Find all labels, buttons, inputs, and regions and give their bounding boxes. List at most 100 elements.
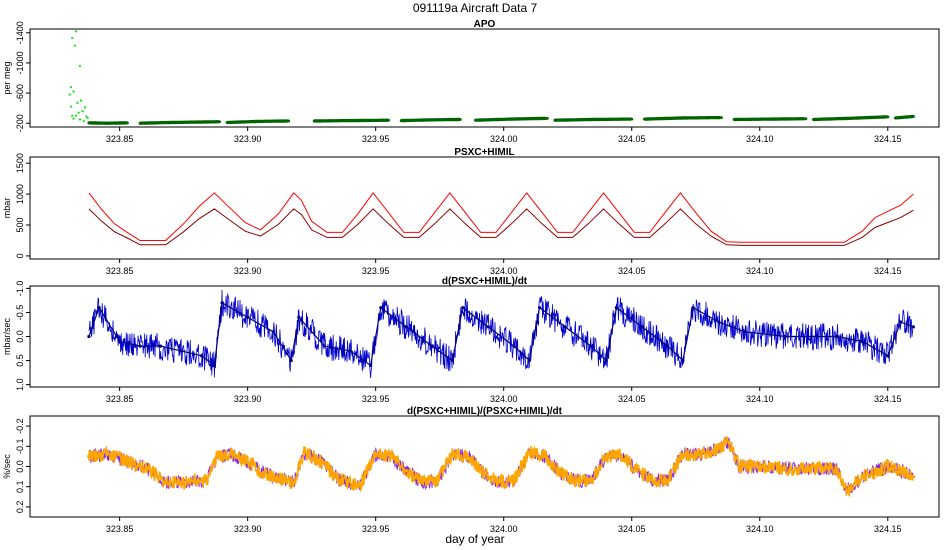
plot-area: [68, 30, 915, 125]
derivative-point: [512, 479, 516, 483]
y-axis-label: mbar: [2, 198, 12, 219]
plot-area: [87, 436, 915, 498]
panel-title: PSXC+HIMIL: [454, 147, 514, 158]
y-axis-label: mbar/sec: [2, 317, 12, 355]
apo-point: [886, 115, 890, 119]
y-tick-label: -200: [15, 114, 25, 132]
apo-segment: [227, 119, 288, 125]
x-tick-label: 323.95: [362, 394, 390, 404]
derivative-point: [886, 464, 890, 469]
x-tick-label: 324.00: [490, 266, 518, 276]
plot-area: [87, 289, 915, 379]
apo-early-point: [69, 105, 73, 108]
apo-point: [258, 119, 262, 123]
derivative-point: [783, 466, 787, 471]
x-tick-label: 323.95: [362, 524, 390, 534]
apo-point: [430, 118, 434, 122]
apo-point: [105, 121, 109, 125]
apo-segment: [401, 117, 460, 123]
derivative-point: [737, 464, 741, 469]
derivative-line-front: [88, 436, 914, 498]
derivative-point: [138, 464, 142, 469]
apo-early-point: [71, 114, 74, 117]
y-tick-label: 1.0: [15, 378, 25, 391]
y-tick-label: -0.2: [15, 418, 25, 434]
x-tick-label: 324.15: [874, 134, 902, 144]
apo-early-point: [69, 85, 73, 89]
derivative-point: [292, 481, 296, 485]
panel-title: d(PSXC+HIMIL)/(PSXC+HIMIL)/dt: [407, 406, 563, 417]
plot-frame: [29, 156, 940, 260]
x-tick-label: 324.00: [490, 134, 518, 144]
derivative-point: [123, 458, 127, 463]
derivative-point: [573, 479, 578, 483]
apo-early-point: [72, 90, 75, 93]
y-tick-label: 1000: [15, 184, 25, 204]
derivative-point: [215, 454, 219, 458]
derivative-point: [435, 479, 439, 483]
pressure-line-lower: [88, 208, 914, 246]
x-tick-label: 324.00: [490, 524, 518, 534]
derivative-point: [860, 475, 864, 479]
apo-point: [732, 117, 736, 121]
derivative-point: [466, 454, 470, 458]
apo-early-point: [76, 101, 79, 105]
derivative-point: [845, 489, 849, 493]
derivative-point: [712, 448, 716, 452]
apo-point: [911, 114, 915, 118]
apo-point: [217, 120, 221, 124]
derivative-point: [389, 454, 393, 458]
derivative-point: [420, 481, 424, 485]
x-tick-label: 323.95: [362, 266, 390, 276]
apo-point: [812, 117, 816, 121]
y-tick-label: -0.1: [15, 439, 25, 455]
apo-point: [474, 118, 478, 122]
apo-early-point: [78, 64, 82, 68]
derivative-point: [758, 464, 762, 469]
derivative-point: [681, 452, 685, 456]
derivative-point: [230, 452, 234, 456]
panel-3: d(PSXC+HIMIL)/dt mbar/sec -1.0 -0.5 0.0 0.5 1.…: [2, 276, 940, 404]
x-tick-label: 323.90: [234, 134, 262, 144]
derivative-core-line: [88, 301, 914, 367]
y-tick-label: 0.5: [15, 354, 25, 367]
apo-point: [681, 116, 685, 120]
y-tick-label: -1.0: [15, 281, 25, 297]
derivative-point: [358, 483, 362, 487]
apo-point: [545, 116, 549, 120]
derivative-point: [619, 454, 624, 458]
apo-early-point: [74, 30, 78, 33]
apo-early-point: [74, 114, 78, 117]
apo-point: [386, 118, 390, 122]
derivative-point: [164, 481, 168, 485]
panel-4: d(PSXC+HIMIL)/(PSXC+HIMIL)/dt %/sec -0.2 -0…: [2, 406, 940, 534]
x-tick-label: 324.10: [746, 394, 774, 404]
derivative-point: [543, 454, 547, 458]
y-axis-label: per meg: [2, 61, 12, 94]
apo-point: [719, 116, 723, 120]
apo-early-point: [80, 99, 83, 102]
derivative-point: [246, 460, 250, 465]
panel-1: APO per meg -200 -600 -1000 -1400 323.85 323.90…: [2, 19, 940, 144]
derivative-point: [87, 454, 91, 458]
derivative-point: [665, 479, 670, 483]
apo-early-point: [86, 116, 89, 120]
derivative-point: [727, 440, 731, 444]
derivative-point: [205, 479, 209, 483]
x-tick-label: 324.05: [618, 394, 646, 404]
apo-point: [643, 117, 647, 121]
derivative-point: [338, 479, 342, 483]
apo-point: [399, 119, 403, 123]
x-tick-label: 323.90: [234, 266, 262, 276]
derivative-point: [635, 468, 639, 473]
y-tick-label: 1500: [15, 153, 25, 173]
derivative-point: [696, 452, 700, 456]
apo-point: [225, 120, 229, 124]
apo-early-point: [81, 109, 84, 113]
y-axis-label: %/sec: [2, 454, 12, 479]
figure-title: 091119a Aircraft Data 7: [413, 1, 538, 15]
apo-point: [553, 118, 557, 122]
x-tick-label: 323.95: [362, 134, 390, 144]
x-tick-label: 324.10: [746, 266, 774, 276]
